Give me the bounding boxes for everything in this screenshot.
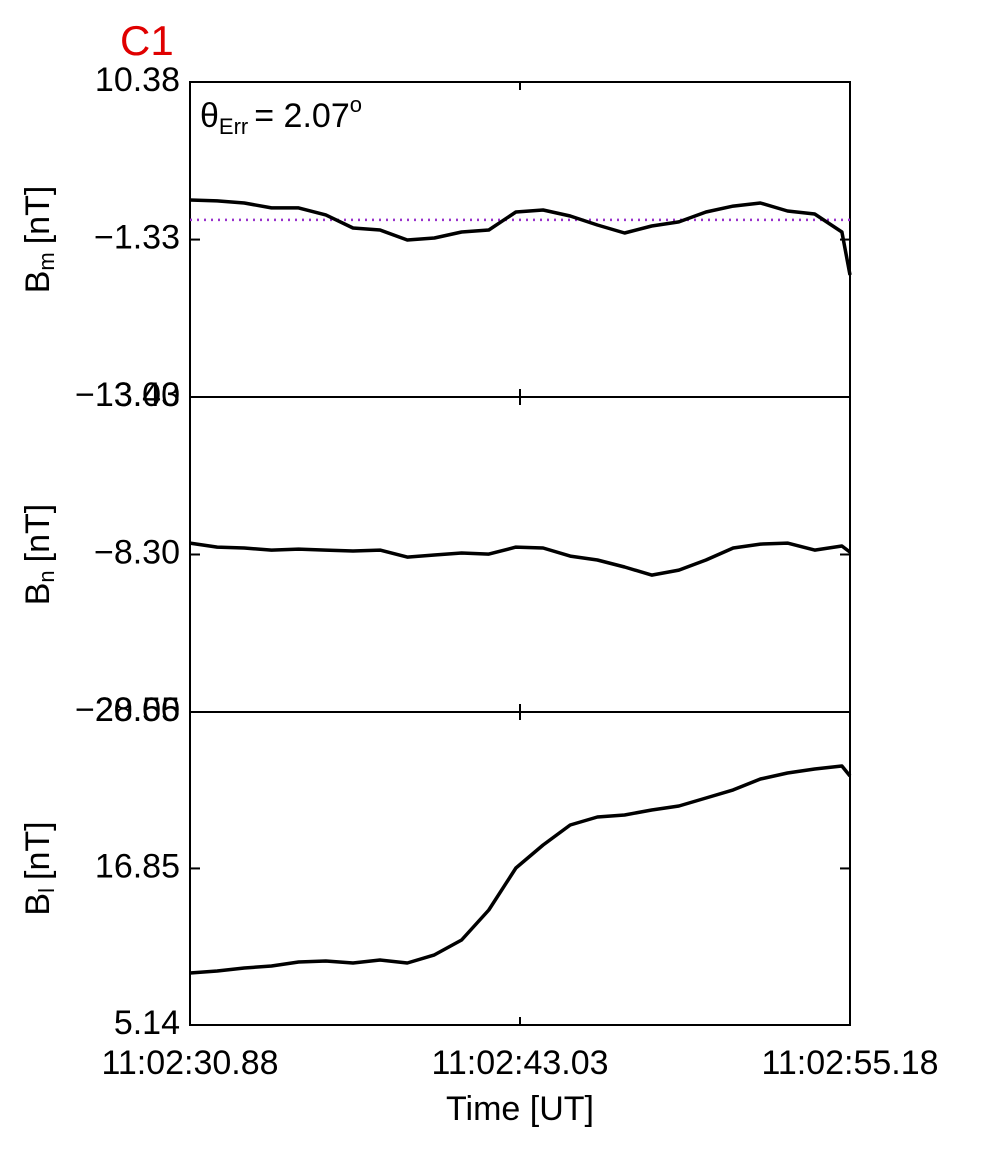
y-label-subscript: m: [34, 252, 59, 270]
y-axis-label: Bn [nT]: [19, 504, 59, 606]
y-tick-label: 28.55: [95, 691, 180, 729]
annotation: θErr = 2.07o: [200, 92, 362, 139]
y-tick-label: 16.85: [95, 847, 180, 885]
annotation-superscript: o: [350, 92, 362, 117]
y-tick-label: −8.30: [94, 533, 180, 571]
y-tick-label: −20.00: [75, 691, 180, 729]
x-tick-label: 11:02:43.03: [431, 1044, 608, 1082]
y-axis-label: Bm [nT]: [19, 186, 59, 294]
y-tick-label: 5.14: [114, 1004, 180, 1042]
y-tick-label: 3.40: [114, 376, 180, 414]
data-line: [189, 541, 852, 577]
chart-title: C1: [120, 17, 174, 64]
data-line: [189, 198, 852, 276]
y-label-unit: [nT]: [19, 186, 57, 245]
y-tick-label: −13.03: [75, 376, 180, 414]
y-label-symbol: B: [19, 893, 57, 916]
data-line: [189, 764, 852, 975]
y-label-subscript: l: [34, 888, 59, 893]
x-axis-label: Time [UT]: [446, 1090, 594, 1128]
plot-frame: [189, 396, 851, 713]
y-label-unit: [nT]: [19, 504, 57, 563]
y-tick-label: −1.33: [94, 219, 180, 257]
x-tick-label: 11:02:55.18: [761, 1044, 938, 1082]
x-tick-label: 11:02:30.88: [101, 1044, 278, 1082]
plot-frame: [189, 711, 851, 1026]
annotation-subscript: Err: [219, 114, 248, 139]
y-label-unit: [nT]: [19, 821, 57, 880]
y-tick-label: 10.38: [95, 61, 180, 99]
annotation-symbol: θ: [200, 97, 219, 135]
y-label-subscript: n: [34, 570, 59, 582]
annotation-text: = 2.07: [254, 97, 349, 135]
y-axis-label: Bl [nT]: [19, 821, 59, 915]
y-label-symbol: B: [19, 271, 57, 294]
y-label-symbol: B: [19, 583, 57, 606]
